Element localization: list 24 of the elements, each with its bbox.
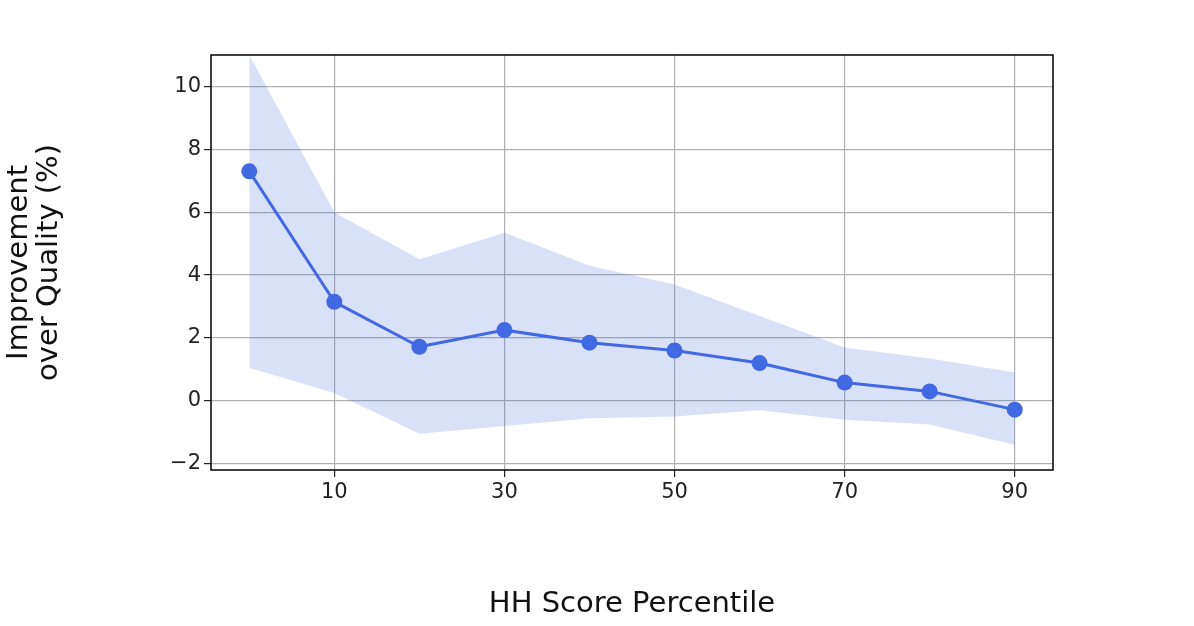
point xyxy=(921,383,938,400)
y-axis-title: Improvement over Quality (%) xyxy=(0,144,65,381)
y-tick-label: 10 xyxy=(174,72,201,97)
x-tick-label: 70 xyxy=(831,479,858,504)
point xyxy=(411,338,428,355)
x-axis-title: HH Score Percentile xyxy=(488,585,776,620)
x-tick-label: 30 xyxy=(491,479,518,504)
point xyxy=(836,374,853,391)
y-tick-label: 2 xyxy=(187,324,201,349)
point xyxy=(496,322,513,339)
point xyxy=(581,334,598,351)
x-tick-label: 90 xyxy=(1001,479,1029,504)
point xyxy=(1006,401,1023,418)
y-tick-label: 0 xyxy=(187,387,201,412)
point xyxy=(241,163,258,180)
y-tick-label: 8 xyxy=(187,135,201,160)
point xyxy=(666,342,683,359)
point xyxy=(326,293,343,310)
y-tick-label: −2 xyxy=(170,450,201,475)
y-tick-label: 6 xyxy=(187,198,201,223)
y-tick-label: 4 xyxy=(187,261,201,286)
x-tick-label: 10 xyxy=(320,479,348,504)
x-tick-label: 50 xyxy=(661,479,688,504)
point xyxy=(751,355,768,372)
